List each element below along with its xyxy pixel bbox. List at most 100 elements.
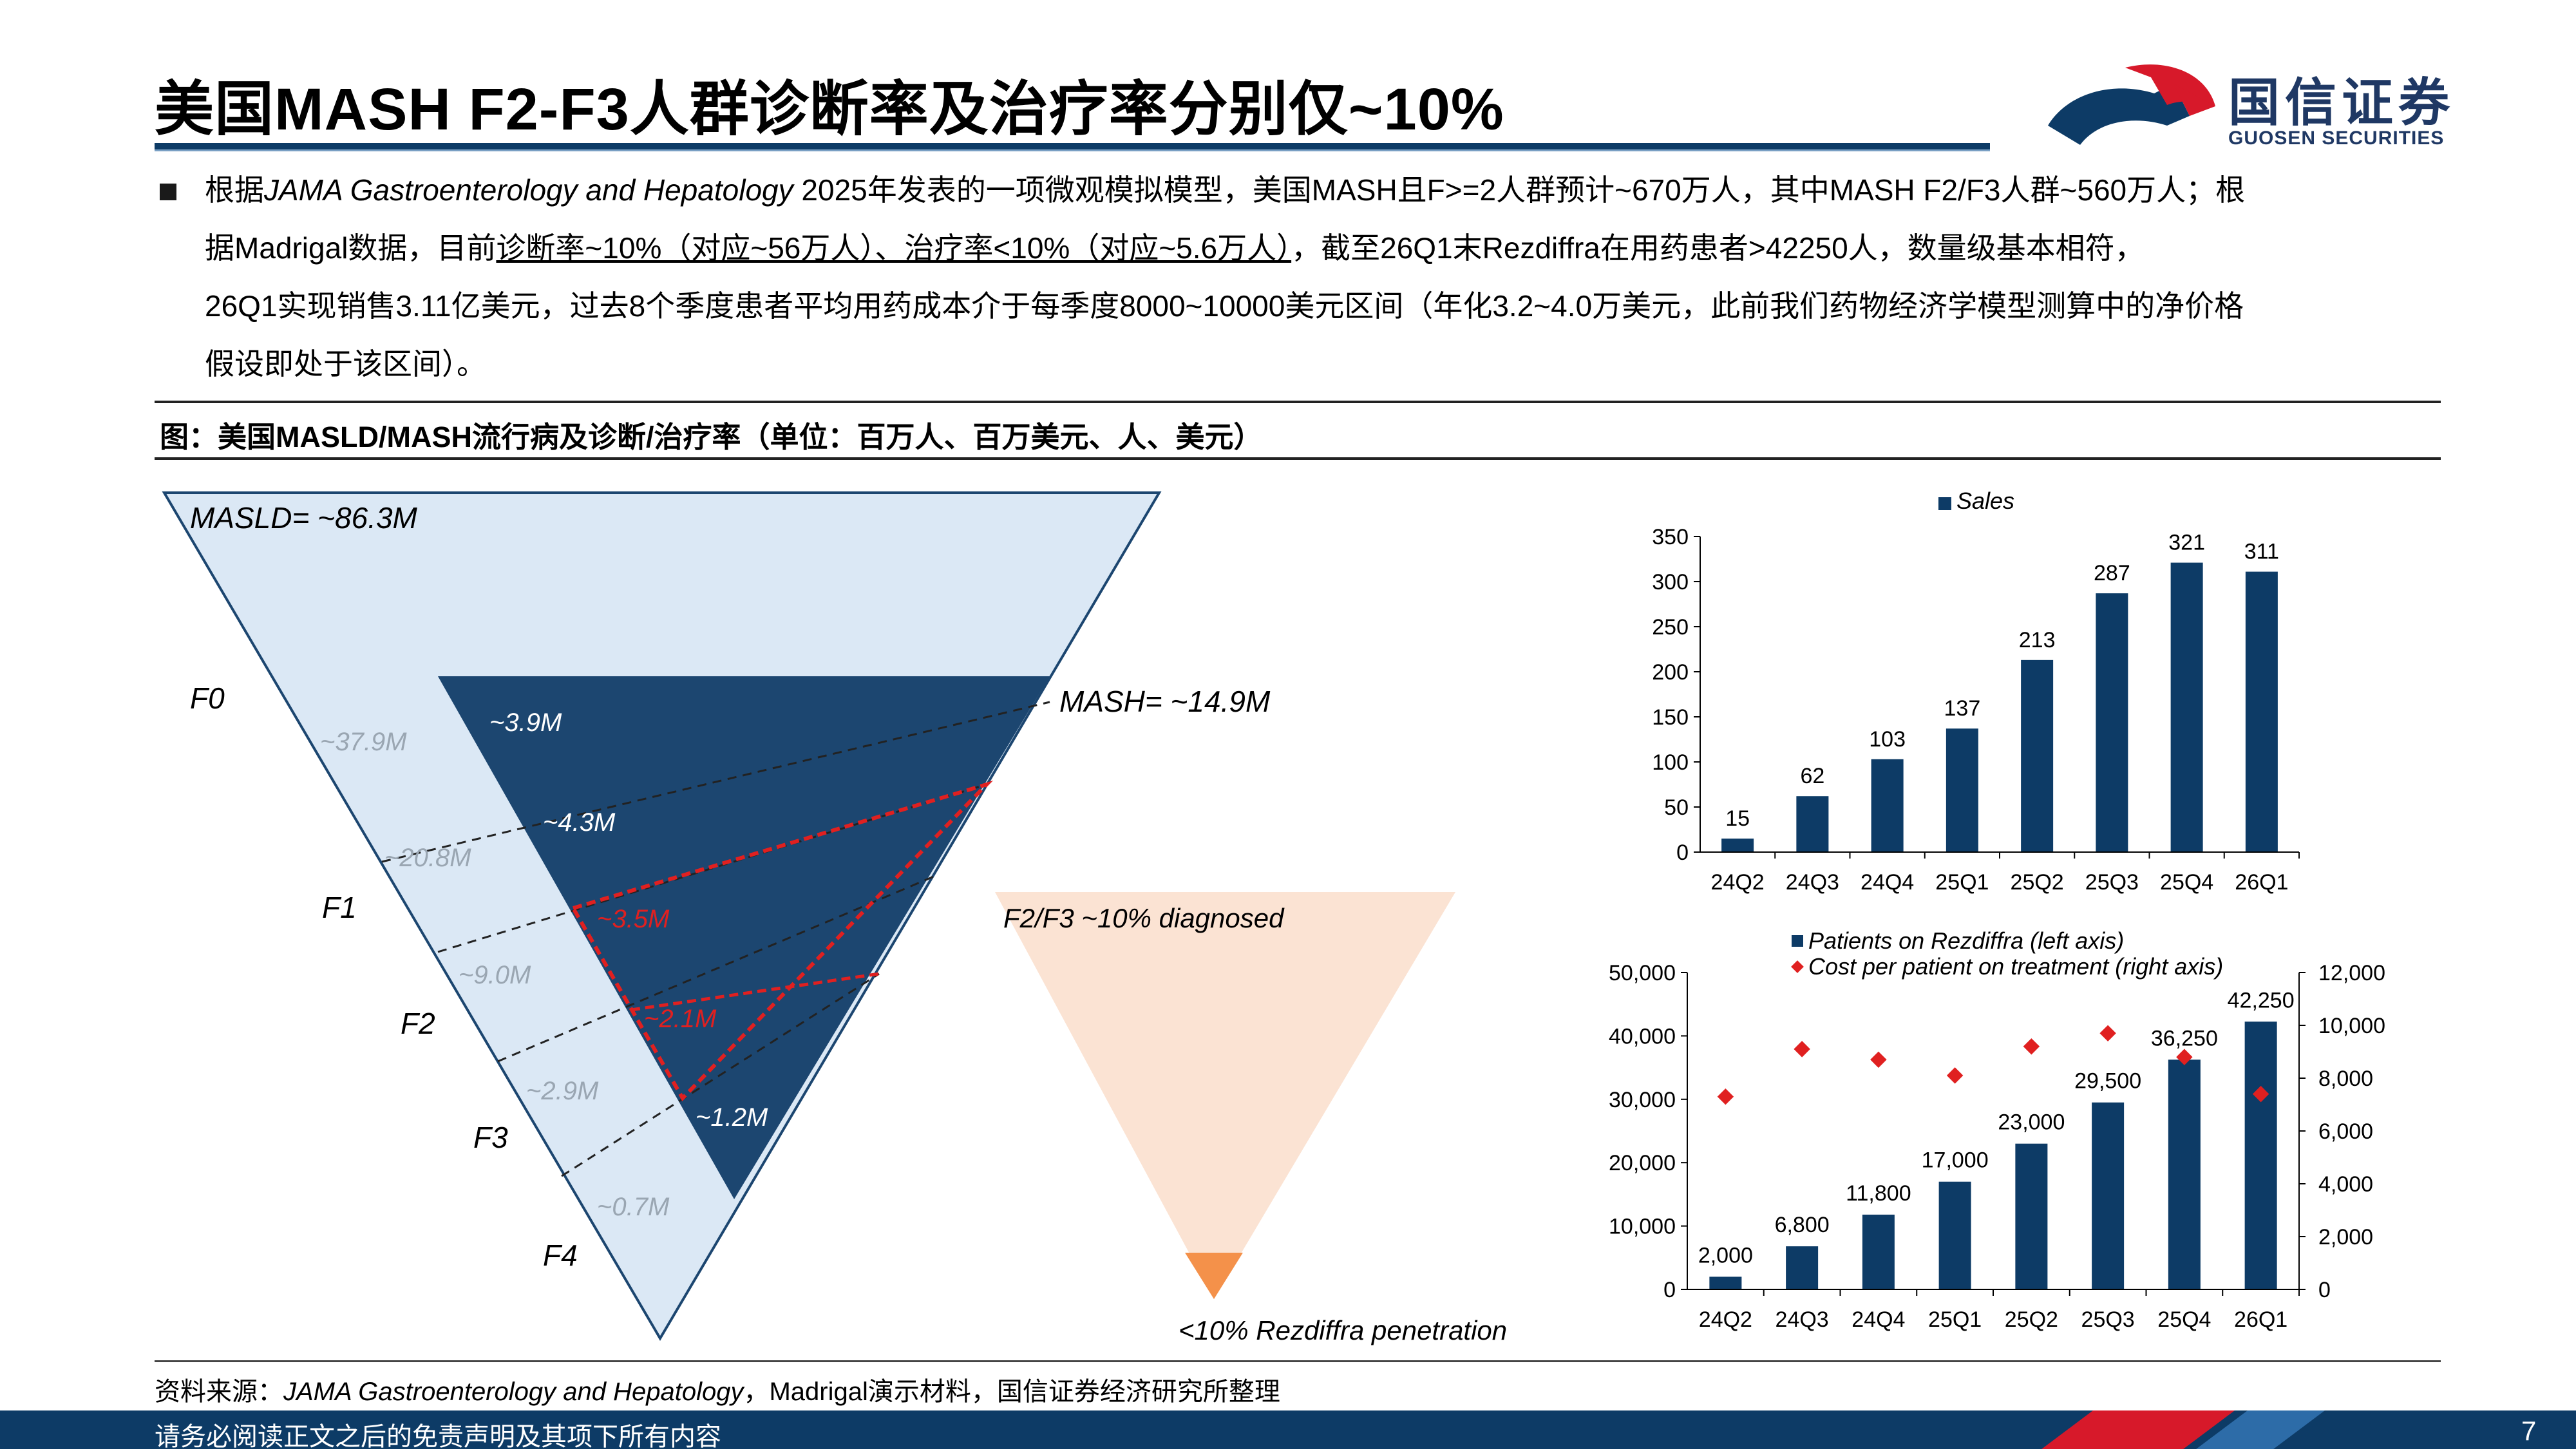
source-note: 资料来源：JAMA Gastroenterology and Hepatolog…	[155, 1371, 1280, 1408]
logo-english-name: GUOSEN SECURITIES	[2228, 128, 2445, 149]
mash-value-f0: ~3.9M	[489, 708, 562, 737]
page-title: 美国MASH F2-F3人群诊断率及治疗率分别仅~10%	[155, 77, 1504, 142]
sales-bar	[2021, 660, 2054, 852]
right-y-tick-label: 12,000	[2318, 961, 2385, 985]
bullet-line-4: 假设即处于该区间）。	[205, 347, 486, 381]
footer-accent	[2041, 1410, 2325, 1449]
y-tick-label: 50	[1664, 795, 1689, 820]
patients-bar	[1862, 1214, 1895, 1289]
sales-bar-chart: Sales 0 50 100 150 200 250 300 350 15 62 103 137 21…	[1652, 488, 2300, 895]
bullet-line-1: 根据JAMA Gastroenterology and Hepatology 2…	[205, 171, 2427, 209]
patients-bar	[2244, 1021, 2277, 1289]
source-rule	[155, 1360, 2441, 1362]
x-tick-label: 25Q1	[1935, 870, 1989, 895]
right-y-tick-label: 4,000	[2318, 1172, 2373, 1197]
y-tick-label: 0	[1676, 840, 1689, 865]
bullet-line-2: 据Madrigal数据，目前诊断率~10%（对应~56万人）、治疗率<10%（对…	[205, 229, 2427, 267]
x-tick-label: 25Q4	[2160, 870, 2213, 895]
journal-name: JAMA Gastroenterology and Hepatology	[264, 173, 793, 207]
x-tick-label: 26Q1	[2235, 870, 2288, 895]
sales-legend-swatch	[1938, 497, 1951, 510]
masld-value-f1: ~20.8M	[384, 844, 471, 872]
patients-bar	[1709, 1277, 1742, 1289]
patients-data-label: 17,000	[1922, 1148, 1989, 1173]
mash-value-f4: ~1.2M	[696, 1103, 768, 1132]
cost-legend-label: Cost per patient on treatment (right axi…	[1808, 953, 2223, 980]
logo-chinese-name: 国信证券	[2228, 74, 2455, 131]
right-y-tick-label: 10,000	[2318, 1014, 2385, 1038]
patients-legend-label: Patients on Rezdiffra (left axis)	[1808, 927, 2124, 954]
y-tick-label: 150	[1652, 705, 1689, 730]
sales-data-label: 62	[1800, 764, 1824, 788]
cost-point	[2099, 1025, 2116, 1042]
guosen-logo-mark	[2048, 64, 2215, 145]
left-y-tick-label: 50,000	[1609, 961, 1676, 985]
figure-caption: 图：美国MASLD/MASH流行病及诊断/治疗率（单位：百万人、百万美元、人、美…	[160, 421, 1263, 453]
left-y-tick-label: 20,000	[1609, 1151, 1676, 1175]
mash-value-f1: ~4.3M	[543, 808, 616, 837]
sales-data-label: 287	[2094, 561, 2130, 585]
source-journal: JAMA Gastroenterology and Hepatology	[283, 1378, 744, 1406]
stage-label-f1: F1	[322, 891, 357, 924]
patients-data-label: 36,250	[2151, 1026, 2218, 1050]
sales-data-label: 103	[1869, 727, 1906, 752]
x-tick-label: 24Q4	[1852, 1307, 1905, 1332]
caption-top-rule	[155, 401, 2441, 403]
masld-value-f0: ~37.9M	[320, 728, 407, 756]
y-tick-label: 350	[1652, 525, 1689, 549]
penetration-label: <10% Rezdiffra penetration	[1179, 1315, 1507, 1345]
x-tick-label: 25Q2	[2005, 1307, 2058, 1332]
caption-bottom-rule	[155, 457, 2441, 460]
bullet-line-3: 26Q1实现销售3.11亿美元，过去8个季度患者平均用药成本介于每季度8000~…	[205, 289, 2244, 323]
masld-mash-funnel-diagram: MASLD= ~86.3M MASH= ~14.9M F0 F1 F2 F3 F…	[162, 491, 1507, 1345]
x-tick-label: 24Q2	[1711, 870, 1765, 895]
cost-point	[1794, 1041, 1810, 1058]
sales-data-label: 311	[2244, 540, 2279, 564]
stage-label-f3: F3	[473, 1121, 508, 1154]
sales-bar	[2245, 571, 2278, 852]
mash-label: MASH= ~14.9M	[1059, 685, 1271, 718]
title-underline	[155, 143, 1990, 149]
mash-value-f3: ~2.1M	[644, 1005, 717, 1033]
right-y-tick-label: 2,000	[2318, 1225, 2373, 1249]
y-tick-label: 200	[1652, 660, 1689, 685]
sales-data-label: 213	[2019, 628, 2056, 652]
bullet-square-icon	[160, 184, 176, 200]
cost-legend-marker	[1791, 960, 1804, 973]
left-y-tick-label: 10,000	[1609, 1215, 1676, 1239]
right-y-tick-label: 8,000	[2318, 1067, 2373, 1091]
patients-bar	[1938, 1181, 1971, 1289]
masld-value-f2: ~9.0M	[459, 961, 531, 989]
diagnosed-triangle	[995, 892, 1455, 1299]
x-tick-label: 25Q1	[1928, 1307, 1982, 1332]
stage-label-f4: F4	[543, 1239, 578, 1272]
patients-bar	[2015, 1143, 2048, 1289]
mash-value-f2: ~3.5M	[597, 905, 670, 933]
f2-f3-highlight-outline	[570, 780, 994, 1101]
masld-label: MASLD= ~86.3M	[190, 501, 418, 535]
stage-label-f2: F2	[401, 1007, 435, 1040]
right-y-tick-label: 6,000	[2318, 1119, 2373, 1144]
sales-bar	[1796, 796, 1829, 852]
sales-bar	[1721, 839, 1754, 852]
sales-bar	[1871, 759, 1904, 852]
x-tick-label: 25Q3	[2085, 870, 2139, 895]
left-y-tick-label: 30,000	[1609, 1088, 1676, 1112]
cost-point	[1717, 1088, 1734, 1105]
patients-legend-swatch	[1792, 935, 1803, 947]
highlighted-rates: 诊断率~10%（对应~56万人）、治疗率<10%（对应~5.6万人）	[496, 231, 1292, 265]
page-number: 7	[2521, 1416, 2537, 1446]
bullet-text: 根据	[205, 173, 264, 207]
sales-bar	[1946, 728, 1978, 852]
x-tick-label: 25Q3	[2081, 1307, 2135, 1332]
masld-value-f3: ~2.9M	[526, 1077, 599, 1105]
bullet-text: 据Madrigal数据，目前	[205, 231, 497, 265]
sales-data-label: 15	[1725, 806, 1750, 831]
x-tick-label: 24Q3	[1776, 1307, 1829, 1332]
patients-cost-combo-chart: Patients on Rezdiffra (left axis) Cost p…	[1609, 927, 2385, 1332]
sales-bar	[2170, 562, 2203, 852]
patients-bar	[2168, 1059, 2201, 1289]
x-tick-label: 24Q3	[1786, 870, 1839, 895]
y-tick-label: 100	[1652, 750, 1689, 775]
penetration-triangle	[1185, 1253, 1243, 1299]
